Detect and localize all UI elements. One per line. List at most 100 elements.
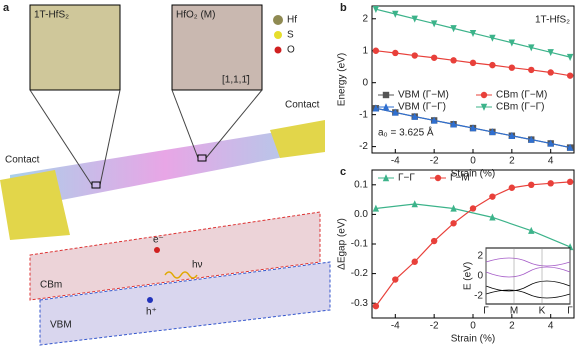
marker xyxy=(566,178,574,186)
legend-label: Γ−Γ xyxy=(398,173,415,184)
marker xyxy=(508,184,516,191)
marker xyxy=(547,180,554,187)
inset-band xyxy=(485,257,571,267)
inset-hfo2 xyxy=(171,4,263,91)
marker xyxy=(566,72,574,79)
marker xyxy=(528,44,535,52)
marker xyxy=(566,53,574,61)
marker xyxy=(382,103,390,111)
marker xyxy=(508,64,516,71)
marker xyxy=(489,213,496,221)
marker xyxy=(411,112,418,120)
contact-right xyxy=(270,120,325,158)
legend-label: CBm (Γ−Γ) xyxy=(496,102,545,113)
zoom-box xyxy=(91,181,101,189)
marker xyxy=(508,39,516,47)
marker xyxy=(392,49,399,57)
marker xyxy=(372,5,380,14)
marker xyxy=(489,61,496,69)
annotation: a₀ = 3.625 Å xyxy=(378,126,434,139)
channel xyxy=(10,125,320,210)
x-tick-label: -2 xyxy=(430,321,439,332)
marker xyxy=(469,124,477,132)
y-tick-label: -2 xyxy=(359,141,368,152)
zoom-line xyxy=(205,89,263,159)
annotation: 1T-HfS₂ xyxy=(535,15,570,26)
marker xyxy=(528,181,535,188)
y-tick-label: 1 xyxy=(362,45,368,56)
inset-title: HfO₂ (M) xyxy=(176,10,215,21)
marker xyxy=(434,174,442,182)
carrier-label: h⁺ xyxy=(146,307,157,318)
photon xyxy=(164,271,198,279)
inset-band xyxy=(485,266,571,278)
marker xyxy=(489,34,496,42)
electron xyxy=(154,247,160,253)
atom-o xyxy=(274,46,282,54)
inset-band xyxy=(485,280,571,292)
inset-band xyxy=(485,289,571,299)
x-tick-label: 0 xyxy=(470,156,476,167)
inset-title: 1T-HfS₂ xyxy=(34,10,69,21)
atom-label: S xyxy=(287,30,294,41)
legend-label: VBM (Γ−Γ) xyxy=(398,102,446,113)
marker xyxy=(430,54,438,61)
marker xyxy=(450,120,457,128)
marker xyxy=(489,128,496,136)
x-axis-title: Strain (%) xyxy=(451,334,495,345)
y-axis-title: Energy (eV) xyxy=(337,53,348,106)
y-tick-label: -0.2 xyxy=(351,268,369,279)
y-tick-label: 0.0 xyxy=(354,209,368,220)
inset-y-tick: -2 xyxy=(474,291,483,302)
x-tick-label: 2 xyxy=(509,321,515,332)
marker xyxy=(450,204,457,212)
carrier-label: hν xyxy=(192,260,203,271)
contact-left xyxy=(0,170,70,240)
inset-y-tick: 2 xyxy=(477,251,483,262)
chart: c -4 -2 0 2 4 -0.3 -0.2 -0.1 0.0 0.1 Strain (%) ΔEga… xyxy=(337,166,575,345)
marker xyxy=(411,15,418,23)
marker xyxy=(430,116,438,124)
marker xyxy=(450,57,457,64)
x-tick-label: -2 xyxy=(430,156,439,167)
atom-label: O xyxy=(287,45,295,56)
marker xyxy=(528,135,535,143)
marker xyxy=(547,69,554,76)
marker xyxy=(528,226,535,234)
marker xyxy=(411,258,418,265)
marker xyxy=(450,25,457,33)
legend-label: VBM (Γ−M) xyxy=(398,90,449,101)
series-line xyxy=(375,203,571,248)
marker xyxy=(480,91,488,99)
marker xyxy=(411,52,418,59)
y-tick-label: 0.1 xyxy=(354,179,368,190)
x-tick-label: 4 xyxy=(548,321,554,332)
marker xyxy=(480,103,488,111)
direction-label: [1,1,1̄] xyxy=(222,75,250,86)
legend-label: CBm (Γ−M) xyxy=(496,90,547,101)
marker xyxy=(450,220,457,227)
marker xyxy=(382,91,390,99)
band-label: VBM xyxy=(50,320,72,331)
y-axis-title: ΔEgap (eV) xyxy=(337,218,348,270)
inset-x-label: K xyxy=(539,306,546,317)
marker xyxy=(372,204,380,212)
marker xyxy=(372,302,380,310)
y-tick-label: -0.3 xyxy=(351,298,369,309)
carrier-label: e⁻ xyxy=(153,235,164,246)
inset-x-label: Γ xyxy=(483,306,489,317)
y-tick-label: 0 xyxy=(362,77,368,88)
marker xyxy=(547,49,554,57)
marker xyxy=(469,59,477,67)
x-tick-label: 2 xyxy=(509,156,515,167)
inset-y-title: E (eV) xyxy=(463,262,474,290)
y-tick-label: 2 xyxy=(362,13,368,24)
panel-label: c xyxy=(340,166,346,178)
x-axis-title: Strain (%) xyxy=(451,169,495,180)
x-tick-label: -4 xyxy=(391,156,400,167)
inset-y-tick: 0 xyxy=(477,271,483,282)
marker xyxy=(392,108,399,116)
zoom-line xyxy=(171,89,199,159)
contact-label: Contact xyxy=(5,155,40,166)
